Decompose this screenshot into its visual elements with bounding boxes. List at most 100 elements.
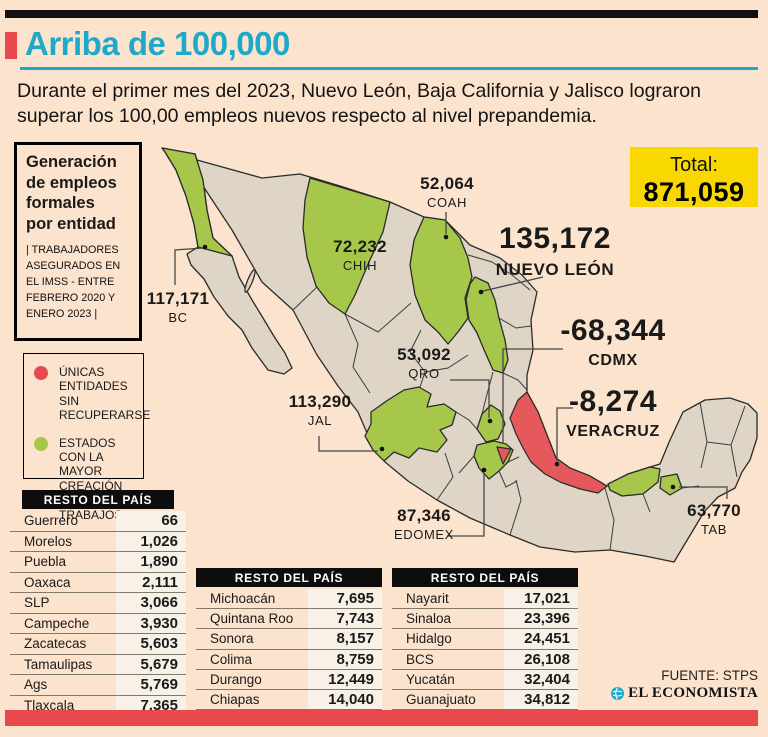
- state: COAH: [427, 195, 467, 211]
- state-value: 7,743: [307, 609, 382, 629]
- map-label-chih: 72,232 CHIH: [310, 237, 410, 274]
- value: 63,770: [687, 501, 741, 520]
- state-value: 8,759: [307, 649, 382, 669]
- map-legend: ÚNICAS ENTIDADES SIN RECUPERARSE ESTADOS…: [23, 353, 150, 522]
- mexico-map: [161, 147, 758, 563]
- value: 135,172: [499, 222, 611, 255]
- callout-line-nl: [482, 276, 544, 292]
- title-red-accent: [5, 32, 17, 59]
- info-box-title: Generación de empleos formales por entid…: [26, 153, 117, 233]
- state-name: SLP: [24, 595, 50, 611]
- table-row: Hidalgo 24,451: [392, 629, 578, 650]
- state-tabasco-west: [607, 466, 661, 497]
- info-box: Generación de empleos formales por entid…: [14, 142, 142, 341]
- callout-line-jal: [318, 436, 378, 452]
- callout-line-bc: [174, 247, 204, 285]
- table-row: Zacatecas 5,603: [10, 634, 186, 655]
- value: 117,171: [146, 289, 210, 308]
- table-row: Yucatán 32,404: [392, 669, 578, 690]
- state-name: Morelos: [24, 533, 73, 549]
- table-row: Puebla 1,890: [10, 552, 186, 573]
- rest-table-1: RESTO DEL PAÍS Guerrero 66 Morelos 1,026 Pue…: [10, 490, 186, 716]
- red-dot-icon: [34, 366, 48, 380]
- table-header: RESTO DEL PAÍS: [22, 490, 174, 509]
- table-rows: Michoacán 7,695 Quintana Roo 7,743 Sonora 8,1…: [196, 589, 382, 711]
- table-row: Chiapas 14,040: [196, 689, 382, 711]
- total-box: Total: 871,059: [630, 147, 758, 207]
- table-row: Ags 5,769: [10, 675, 186, 696]
- state: VERACRUZ: [566, 422, 660, 440]
- state-value: 2,111: [115, 572, 186, 592]
- state-value: 5,679: [115, 654, 186, 674]
- state-value: 24,451: [503, 629, 578, 649]
- value: 87,346: [397, 506, 451, 525]
- state-value: 17,021: [503, 589, 578, 609]
- top-black-bar: [5, 10, 758, 18]
- state-value: 26,108: [503, 649, 578, 669]
- state-value: 7,695: [307, 589, 382, 609]
- source-text: FUENTE: STPS: [661, 668, 758, 683]
- state: JAL: [307, 413, 333, 429]
- callout-line-veracruz: [556, 407, 573, 461]
- table-row: Morelos 1,026: [10, 531, 186, 552]
- legend-item-negative: ÚNICAS ENTIDADES SIN RECUPERARSE: [32, 365, 150, 423]
- state-tabasco-east: [659, 473, 683, 496]
- table-row: Tamaulipas 5,679: [10, 654, 186, 675]
- map-label-bc: 117,171 BC: [128, 289, 228, 326]
- state-chihuahua: [302, 177, 391, 315]
- table-row: Colima 8,759: [196, 649, 382, 670]
- state-name: Tlaxcala: [24, 697, 75, 713]
- state-name: Tamaulipas: [24, 656, 93, 672]
- map-label-veracruz: -8,274 VERACRUZ: [513, 385, 713, 441]
- value: -8,274: [568, 385, 658, 418]
- state-value: 34,812: [503, 689, 578, 710]
- title-underline: [20, 67, 758, 70]
- state-name: Oaxaca: [24, 574, 71, 590]
- state-name: Sinaloa: [406, 611, 452, 627]
- positive-states: [161, 147, 683, 497]
- intro-text: Durante el primer mes del 2023, Nuevo Le…: [17, 80, 701, 127]
- table-row: Durango 12,449: [196, 669, 382, 690]
- state-name: Chiapas: [210, 692, 260, 708]
- map-label-edomex: 87,346 EDOMEX: [374, 506, 474, 543]
- map-label-tab: 63,770 TAB: [664, 501, 764, 538]
- callout-line-tab: [679, 486, 728, 499]
- state-name: Guerrero: [24, 513, 79, 529]
- publisher-name: EL ECONOMISTA: [628, 685, 758, 701]
- table-row: Guanajuato 34,812: [392, 689, 578, 711]
- table-rows: Guerrero 66 Morelos 1,026 Puebla 1,890 Oaxaca 2…: [10, 511, 186, 716]
- state-value: 1,026: [115, 531, 186, 551]
- state-value: 12,449: [307, 669, 382, 689]
- state: BC: [168, 310, 188, 326]
- state: CHIH: [342, 258, 378, 274]
- state-value: 66: [115, 511, 186, 531]
- legend-item-label: ÚNICAS ENTIDADES SIN RECUPERARSE: [59, 365, 151, 423]
- state: EDOMEX: [394, 527, 454, 543]
- map-label-nl: 135,172 NUEVO LEÓN: [455, 222, 655, 279]
- total-value: 871,059: [643, 177, 745, 207]
- value: 113,290: [288, 392, 352, 411]
- publisher-logo: EL ECONOMISTA: [611, 685, 758, 702]
- state-veracruz: [509, 391, 608, 494]
- table-row: Michoacán 7,695: [196, 589, 382, 610]
- table-header: RESTO DEL PAÍS: [196, 568, 382, 587]
- state-value: 14,040: [307, 689, 382, 710]
- gulf-island: [244, 269, 256, 293]
- table-row: SLP 3,066: [10, 593, 186, 614]
- state: NUEVO LEÓN: [495, 259, 615, 279]
- value: 52,064: [420, 174, 474, 193]
- state-value: 32,404: [503, 669, 578, 689]
- state-value: 5,603: [115, 634, 186, 654]
- state-value: 8,157: [307, 629, 382, 649]
- state-name: Guanajuato: [406, 692, 476, 708]
- state-name: Ags: [24, 677, 48, 693]
- green-dot-icon: [34, 436, 48, 451]
- bottom-red-bar: [5, 710, 758, 726]
- value: 53,092: [397, 345, 451, 364]
- map-label-coah: 52,064 COAH: [397, 174, 497, 211]
- state-value: 1,890: [115, 552, 186, 572]
- callout-dots: [202, 234, 676, 490]
- internal-state-borders: [292, 254, 746, 551]
- table-row: Nayarit 17,021: [392, 589, 578, 610]
- state-baja-california: [161, 147, 233, 257]
